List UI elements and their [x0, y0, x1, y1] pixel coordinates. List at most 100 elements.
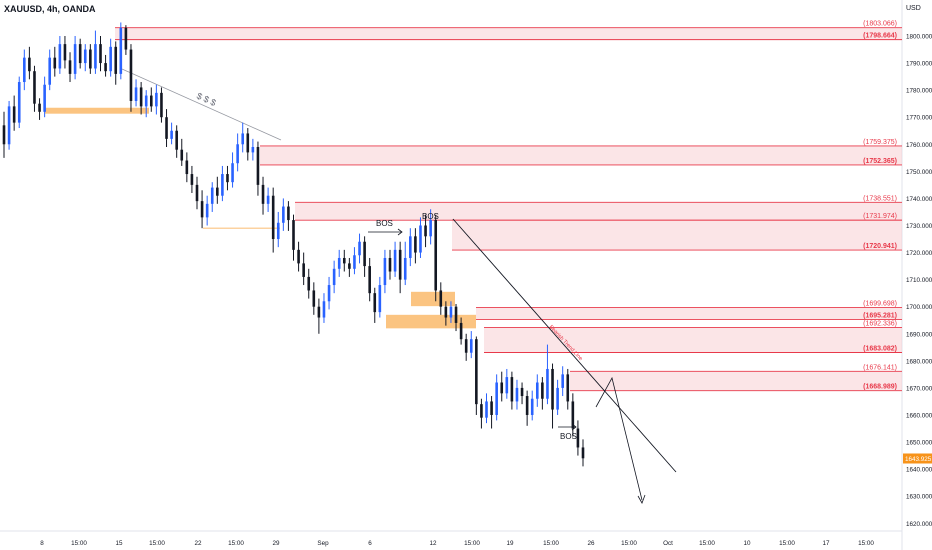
- candle-body: [490, 401, 493, 415]
- candle-body: [444, 306, 448, 318]
- y-tick-label: 1770.000: [906, 115, 932, 122]
- candle-body: [302, 263, 305, 277]
- x-tick-label: 22: [194, 540, 202, 547]
- zone-bottom-label: (1683.082): [863, 345, 897, 352]
- candle-body: [139, 87, 143, 107]
- candle-body: [170, 130, 173, 139]
- candle-body: [266, 195, 270, 204]
- candle-body: [419, 225, 422, 253]
- y-tick-label: 1790.000: [906, 61, 932, 68]
- candle-body: [500, 382, 504, 394]
- x-tick-label: 19: [506, 540, 514, 547]
- zone-bottom-label: (1668.989): [863, 384, 897, 391]
- x-tick-label: Sep: [317, 540, 329, 547]
- candle-body: [469, 339, 473, 353]
- candle-body: [403, 257, 407, 280]
- y-tick-label: 1760.000: [906, 142, 932, 149]
- candle-body: [68, 60, 72, 74]
- x-tick-label: 29: [272, 540, 280, 547]
- x-tick-label: 15:00: [464, 540, 480, 547]
- candle-body: [434, 220, 438, 291]
- candle-body: [505, 377, 509, 394]
- candle-body: [43, 84, 46, 112]
- x-tick-label: 15:00: [699, 540, 715, 547]
- zone-top-label: (1692.336): [863, 320, 897, 327]
- candle-body: [398, 249, 402, 280]
- candle-body: [53, 57, 57, 69]
- currency-label: USD: [906, 5, 921, 12]
- candle-body: [287, 206, 290, 221]
- demand-zone: [386, 314, 476, 329]
- candle-body: [190, 174, 194, 185]
- candle-body: [165, 117, 168, 139]
- y-tick-label: 1680.000: [906, 358, 932, 365]
- candle-body: [200, 201, 204, 218]
- zone-top-label: (1731.974): [863, 213, 897, 220]
- candle-body: [94, 44, 97, 69]
- candle-body: [297, 249, 300, 264]
- supply-zone: [115, 27, 902, 40]
- bearish-trend-line: [452, 218, 677, 473]
- candle-body: [378, 285, 382, 313]
- candle-body: [63, 44, 67, 61]
- candle-body: [530, 398, 534, 415]
- x-tick-label: 15:00: [779, 540, 795, 547]
- candle-body: [160, 92, 163, 118]
- candle-body: [236, 144, 239, 164]
- candle-body: [546, 368, 549, 399]
- x-tick-label: 8: [40, 540, 44, 547]
- candle-body: [114, 46, 118, 74]
- x-tick-label: 15: [115, 540, 123, 547]
- candle-body: [129, 49, 133, 101]
- bos-label: BOS: [376, 219, 393, 228]
- candle-body: [175, 130, 178, 150]
- candle-body: [551, 368, 554, 410]
- candle-body: [383, 257, 387, 286]
- bos-arrowhead: [571, 423, 577, 431]
- supply-zone: [476, 307, 902, 320]
- x-tick-label: 26: [587, 540, 595, 547]
- zone-bottom-label: (1695.281): [863, 312, 897, 319]
- candle-body: [480, 404, 483, 418]
- candle-body: [48, 57, 52, 85]
- candle-body: [449, 306, 453, 318]
- candle-body: [180, 149, 184, 161]
- candle-body: [134, 87, 138, 101]
- candle-body: [454, 306, 458, 323]
- zone-bottom-label: (1752.365): [863, 158, 897, 165]
- candle-body: [525, 396, 529, 415]
- bos-label: BOS: [560, 432, 577, 441]
- candle-body: [322, 301, 326, 318]
- zone-bottom-label: (1798.664): [863, 33, 897, 40]
- candle-body: [185, 160, 189, 175]
- liquidity-annotation: $ $ $: [195, 91, 217, 108]
- candle-body: [28, 57, 31, 72]
- y-tick-label: 1670.000: [906, 385, 932, 392]
- supply-zone: [452, 220, 902, 251]
- candle-body: [271, 195, 275, 240]
- candle-body: [485, 401, 488, 418]
- candle-body: [58, 44, 62, 69]
- candle-body: [576, 428, 580, 448]
- candle-body: [7, 106, 11, 145]
- zone-top-label: (1738.551): [863, 195, 897, 202]
- zone-bottom-label: (1720.941): [863, 243, 897, 250]
- candle-body: [348, 263, 351, 269]
- candle-body: [231, 163, 234, 183]
- candle-body: [561, 374, 564, 388]
- candle-body: [282, 206, 285, 223]
- candle-body: [226, 174, 229, 183]
- candle-body: [155, 92, 158, 107]
- candle-body: [17, 82, 21, 123]
- candle-body: [89, 49, 92, 69]
- candle-body: [276, 222, 280, 240]
- candle-body: [495, 382, 498, 415]
- candle-body: [358, 241, 361, 256]
- zone-top-label: (1759.375): [863, 139, 897, 146]
- candle-body: [307, 276, 311, 291]
- candle-body: [520, 387, 524, 397]
- y-tick-label: 1740.000: [906, 196, 932, 203]
- y-tick-label: 1690.000: [906, 331, 932, 338]
- candle-body: [292, 220, 295, 250]
